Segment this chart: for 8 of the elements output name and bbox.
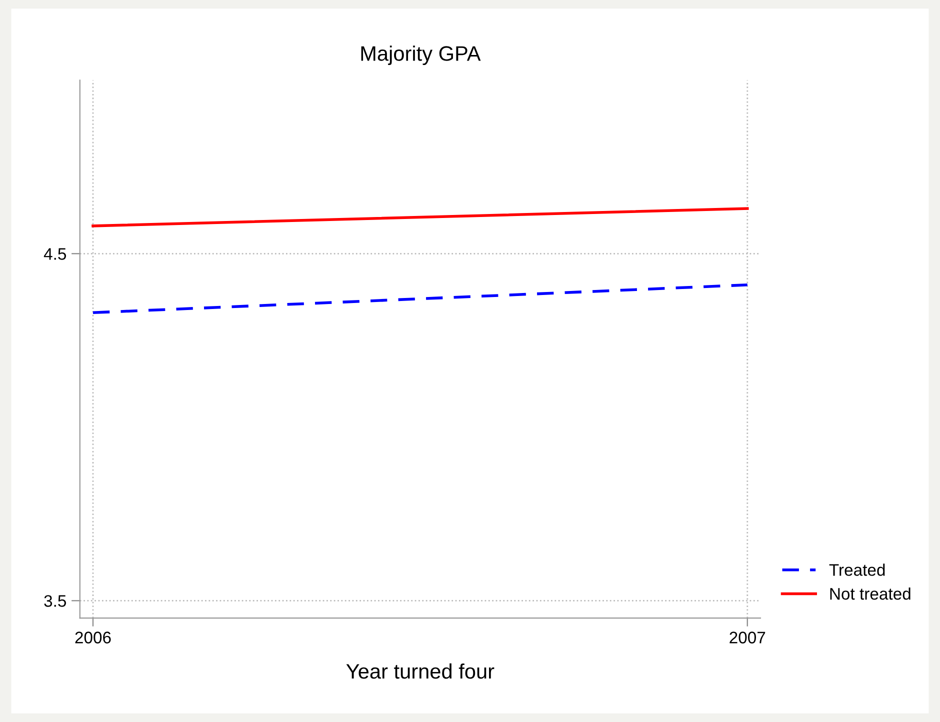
y-tick-label: 3.5 [44,595,66,607]
y-tick-label: 4.5 [44,248,66,260]
chart-title: Majority GPA [361,46,481,66]
legend-label: Treated [829,564,885,576]
x-tick-label: 2007 [730,632,766,644]
x-tick-label: 2006 [75,632,111,644]
x-axis-title: Year turned four [346,663,494,679]
legend-label: Not treated [830,587,910,600]
